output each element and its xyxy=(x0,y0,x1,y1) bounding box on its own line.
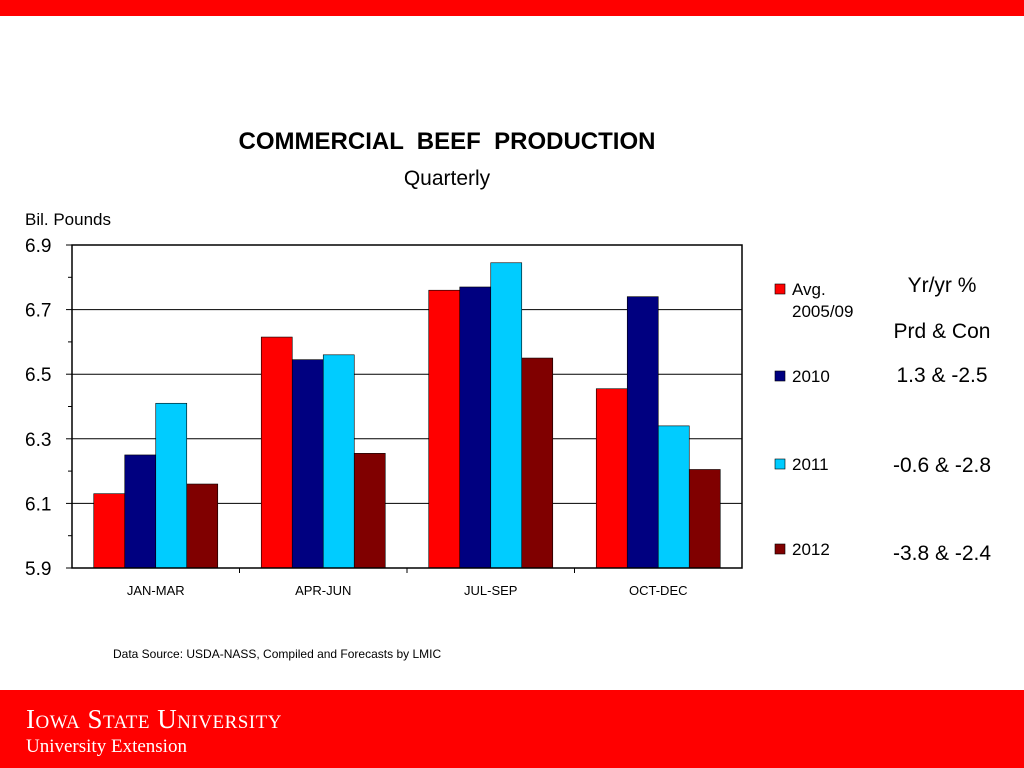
bar xyxy=(124,454,157,569)
yoy-2011: -0.6 & -2.8 xyxy=(892,454,992,477)
y-ticks: 6.9 6.7 6.5 6.3 6.1 5.9 xyxy=(25,236,72,580)
legend: Avg. 2005/09 2010 2011 2012 xyxy=(774,280,853,559)
university-logo-extension: University Extension xyxy=(26,736,187,757)
legend-label: 2012 xyxy=(792,540,830,559)
footer-bar xyxy=(0,690,1024,768)
bar xyxy=(428,289,461,569)
legend-label: 2005/09 xyxy=(792,302,853,321)
x-ticks: JAN-MAR APR-JUN JUL-SEP OCT-DEC xyxy=(127,568,688,598)
header-bar xyxy=(0,0,1024,16)
bar xyxy=(521,357,554,569)
legend-swatch xyxy=(774,543,786,555)
chart-subtitle: Quarterly xyxy=(404,167,491,190)
yoy-2012: -3.8 & -2.4 xyxy=(892,542,992,565)
y-tick-label: 6.3 xyxy=(25,430,51,451)
bar xyxy=(155,402,188,569)
bar xyxy=(291,359,324,569)
legend-swatch xyxy=(774,458,786,470)
legend-label: 2011 xyxy=(792,455,829,474)
x-tick-label: JAN-MAR xyxy=(127,583,185,598)
legend-label: Avg. xyxy=(792,280,826,299)
bar xyxy=(626,296,659,569)
x-tick-label: APR-JUN xyxy=(295,583,351,598)
bar xyxy=(657,425,690,569)
bar xyxy=(186,483,219,569)
bar xyxy=(490,262,523,569)
bars xyxy=(93,262,721,569)
y-tick-label: 6.7 xyxy=(25,301,51,322)
bar xyxy=(322,354,355,569)
beef-production-chart: COMMERCIAL BEEF PRODUCTION Quarterly Bil… xyxy=(25,128,853,598)
y-tick-label: 6.1 xyxy=(25,494,51,515)
data-source-note: Data Source: USDA-NASS, Compiled and For… xyxy=(113,647,442,661)
university-logo-name: Iowa State University xyxy=(26,704,282,734)
yoy-2010: 1.3 & -2.5 xyxy=(896,364,988,387)
bar xyxy=(93,493,126,569)
yoy-heading: Yr/yr % xyxy=(907,274,977,297)
bar xyxy=(260,336,293,569)
legend-swatch xyxy=(774,370,786,382)
bar xyxy=(688,469,721,569)
y-tick-label: 6.9 xyxy=(25,236,51,257)
y-axis-label: Bil. Pounds xyxy=(25,210,111,229)
x-tick-label: JUL-SEP xyxy=(464,583,517,598)
legend-label: 2010 xyxy=(792,367,830,386)
prd-con-heading: Prd & Con xyxy=(893,320,991,343)
x-tick-label: OCT-DEC xyxy=(629,583,688,598)
bar xyxy=(595,388,628,569)
bar xyxy=(459,286,492,569)
y-tick-label: 6.5 xyxy=(25,365,51,386)
legend-swatch xyxy=(774,283,786,295)
chart-title: COMMERCIAL BEEF PRODUCTION xyxy=(239,128,656,155)
y-tick-label: 5.9 xyxy=(25,559,51,580)
bar xyxy=(353,453,386,569)
